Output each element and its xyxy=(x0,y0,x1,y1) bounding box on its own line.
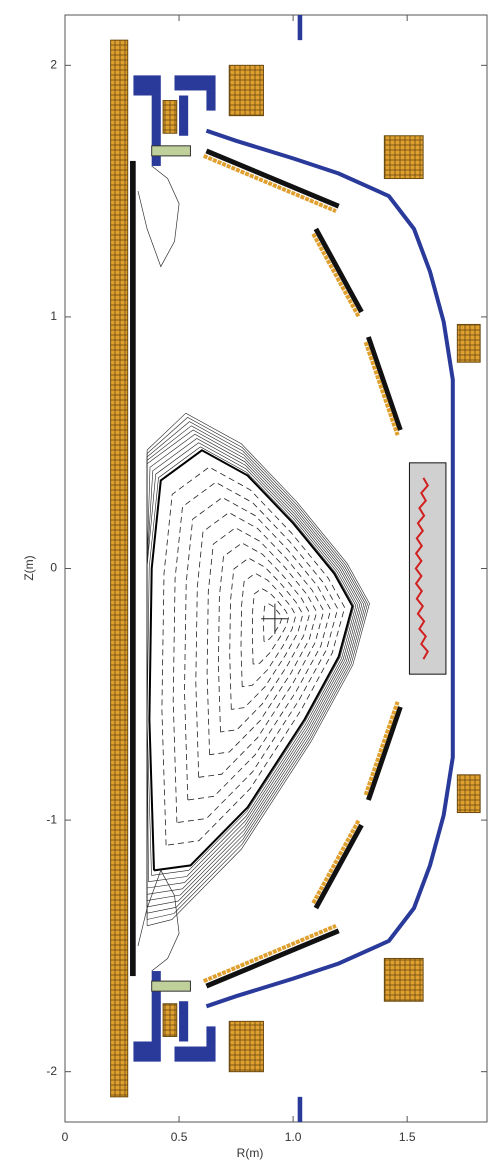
vessel-structure xyxy=(206,90,215,110)
frame-marker xyxy=(298,15,303,40)
flux-surface xyxy=(147,413,369,926)
vessel-structure xyxy=(174,75,215,90)
x-tick-label: 0 xyxy=(62,1130,69,1144)
flux-surface xyxy=(147,426,364,907)
wall-plate xyxy=(316,229,362,312)
wall-plate xyxy=(316,825,362,908)
y-tick-label: 0 xyxy=(50,561,57,575)
x-tick-label: 1.0 xyxy=(285,1130,302,1144)
x-tick-label: 1.5 xyxy=(399,1130,416,1144)
y-tick-label: -1 xyxy=(46,812,57,826)
y-tick-label: 2 xyxy=(50,57,57,71)
flux-surface xyxy=(207,528,317,755)
wall-plate xyxy=(368,707,400,800)
vessel-structure xyxy=(206,1026,215,1046)
flux-surface xyxy=(230,558,303,709)
wall-tiles xyxy=(313,234,359,317)
x-axis-label: R(m) xyxy=(237,1146,264,1160)
wall-tiles xyxy=(313,820,359,903)
wall-plate xyxy=(206,931,338,986)
frame-marker xyxy=(298,1097,303,1122)
flux-surface xyxy=(147,447,354,876)
pf-coil xyxy=(457,775,480,813)
vessel-structure xyxy=(174,1047,215,1062)
y-axis-label: Z(m) xyxy=(22,555,36,580)
pf-coil xyxy=(229,65,263,115)
flux-surface xyxy=(241,573,296,686)
y-tick-label: 1 xyxy=(50,309,57,323)
vessel-structure xyxy=(179,96,188,136)
pf-coil xyxy=(229,1021,263,1071)
flux-surface xyxy=(147,443,356,882)
y-tick-label: -2 xyxy=(46,1064,57,1078)
pf-coil xyxy=(384,958,423,1001)
wall-tiles xyxy=(366,702,398,795)
wall-plate xyxy=(206,151,338,206)
flux-surface xyxy=(264,604,282,642)
flux-surface xyxy=(196,513,324,778)
flux-surface xyxy=(252,589,288,665)
flux-surface xyxy=(147,430,362,901)
centre-column xyxy=(130,161,136,976)
divertor-plate xyxy=(152,146,191,156)
pf-coil xyxy=(457,324,480,362)
pf-coil xyxy=(384,136,423,179)
x-point-flux xyxy=(138,870,179,971)
flux-surface xyxy=(162,467,345,845)
flux-surface xyxy=(147,417,367,919)
chart: R(m) Z(m) 0 0.5 1.0 1.5 -2 -1 0 1 2 xyxy=(0,0,493,1165)
x-point-flux xyxy=(138,166,179,267)
inner-coil xyxy=(163,1004,177,1037)
wall-tiles xyxy=(366,342,398,435)
vessel-structure xyxy=(133,75,160,95)
divertor-plate xyxy=(152,981,191,991)
vessel-structure xyxy=(179,1001,188,1041)
vessel-structure xyxy=(133,1041,160,1061)
central-solenoid xyxy=(111,40,128,1097)
wall-plate xyxy=(368,337,400,430)
x-tick-label: 0.5 xyxy=(171,1130,188,1144)
inner-coil xyxy=(163,101,177,134)
